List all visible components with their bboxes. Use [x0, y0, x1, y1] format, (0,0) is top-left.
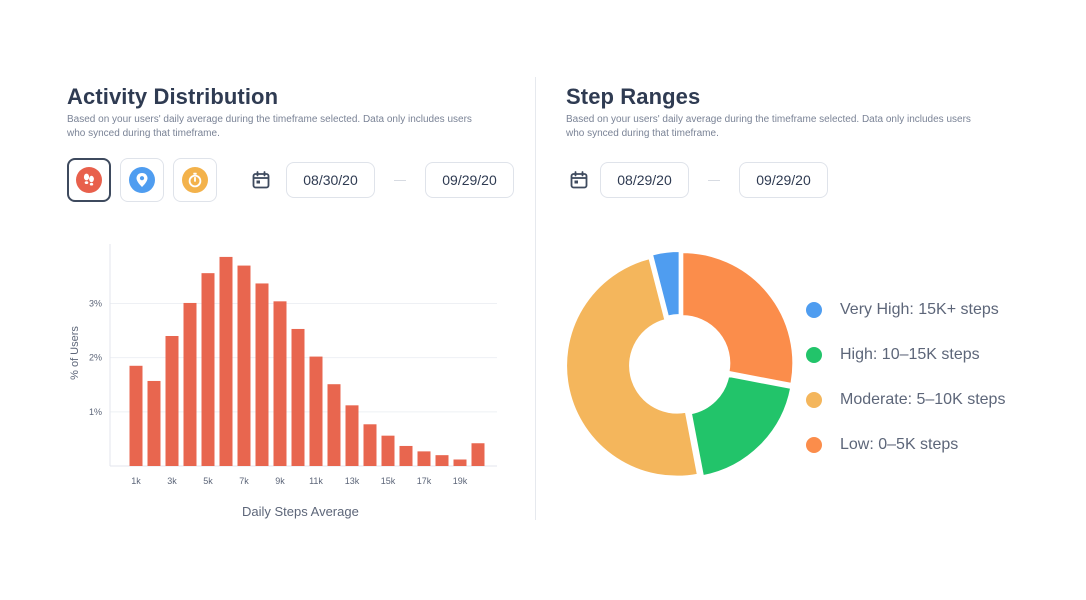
x-tick-label: 15k: [381, 476, 396, 486]
bar: [183, 302, 197, 466]
end-date-field[interactable]: 09/29/20: [739, 162, 828, 198]
step-ranges-title: Step Ranges: [566, 84, 701, 109]
step-ranges-controls: 08/29/20 09/29/20: [566, 158, 828, 202]
date-range-separator: [708, 179, 720, 181]
donut-slice: [650, 251, 681, 318]
stopwatch-icon: [182, 167, 208, 193]
y-tick-label: 3%: [89, 298, 102, 308]
donut-slice: [689, 374, 793, 478]
x-tick-label: 1k: [131, 476, 141, 486]
y-tick-label: 1%: [89, 407, 102, 417]
legend-item: Low: 0–5K steps: [806, 422, 1005, 467]
bar: [201, 273, 215, 466]
footsteps-icon: [76, 167, 102, 193]
bar: [345, 405, 359, 466]
bar: [471, 443, 485, 466]
bar: [417, 451, 431, 466]
panel-divider: [535, 77, 536, 520]
calendar-icon[interactable]: [252, 171, 270, 189]
legend-item: Moderate: 5–10K steps: [806, 377, 1005, 422]
activity-distribution-subtitle: Based on your users' daily average durin…: [67, 114, 472, 139]
bar: [129, 365, 143, 466]
activity-distribution-title: Activity Distribution: [67, 84, 279, 109]
bar: [327, 384, 341, 466]
legend-color-dot: [806, 346, 822, 363]
legend-item: Very High: 15K+ steps: [806, 287, 1005, 332]
legend-label: High: 10–15K steps: [840, 345, 980, 363]
step-ranges-subtitle: Based on your users' daily average durin…: [566, 114, 971, 139]
activity-bar-chart: 1% 2% 3% % of Users 1k 3k 5k 7k 9k 11k 13k 15k 17k 19…: [69, 244, 497, 486]
donut-slice: [681, 251, 795, 386]
legend-color-dot: [806, 301, 822, 318]
legend-color-dot: [806, 391, 822, 408]
x-tick-label: 9k: [275, 476, 285, 486]
y-axis-title: % of Users: [69, 326, 81, 380]
legend-label: Very High: 15K+ steps: [840, 300, 999, 318]
bar: [291, 328, 305, 466]
x-axis-title: Daily Steps Average: [242, 504, 359, 519]
date-range-separator: [394, 179, 406, 181]
activity-distribution-panel: Activity Distribution Based on your user…: [67, 84, 514, 524]
activity-controls: 08/30/20 09/29/20: [67, 158, 514, 202]
x-tick-label: 11k: [309, 476, 323, 486]
bar: [273, 301, 287, 466]
calendar-icon[interactable]: [570, 171, 588, 189]
bar: [399, 445, 413, 466]
step-ranges-panel: Step Ranges Based on your users' daily a…: [566, 84, 1046, 524]
bar: [435, 455, 449, 466]
start-date-field[interactable]: 08/30/20: [286, 162, 375, 198]
distance-metric-button[interactable]: [120, 158, 164, 202]
bar: [147, 380, 161, 466]
legend-item: High: 10–15K steps: [806, 332, 1005, 377]
bar: [255, 283, 269, 466]
donut-slice: [566, 256, 700, 478]
legend-color-dot: [806, 436, 822, 453]
step-ranges-legend: Very High: 15K+ steps High: 10–15K steps M…: [806, 287, 1005, 467]
location-pin-icon: [129, 167, 155, 193]
x-tick-label: 7k: [239, 476, 249, 486]
bar: [165, 335, 179, 466]
active-time-metric-button[interactable]: [173, 158, 217, 202]
x-tick-label: 19k: [453, 476, 468, 486]
bar: [309, 356, 323, 466]
x-tick-label: 3k: [167, 476, 177, 486]
bar: [381, 435, 395, 466]
y-tick-label: 2%: [89, 353, 102, 363]
steps-metric-button[interactable]: [67, 158, 111, 202]
start-date-field[interactable]: 08/29/20: [600, 162, 689, 198]
step-ranges-donut-chart: [566, 251, 795, 478]
bar: [363, 424, 377, 466]
x-tick-label: 5k: [203, 476, 213, 486]
bar: [219, 256, 233, 466]
legend-label: Low: 0–5K steps: [840, 435, 959, 453]
bar: [453, 459, 467, 466]
end-date-field[interactable]: 09/29/20: [425, 162, 514, 198]
bar: [237, 265, 251, 466]
legend-label: Moderate: 5–10K steps: [840, 390, 1006, 408]
x-tick-label: 17k: [417, 476, 432, 486]
x-tick-label: 13k: [345, 476, 360, 486]
